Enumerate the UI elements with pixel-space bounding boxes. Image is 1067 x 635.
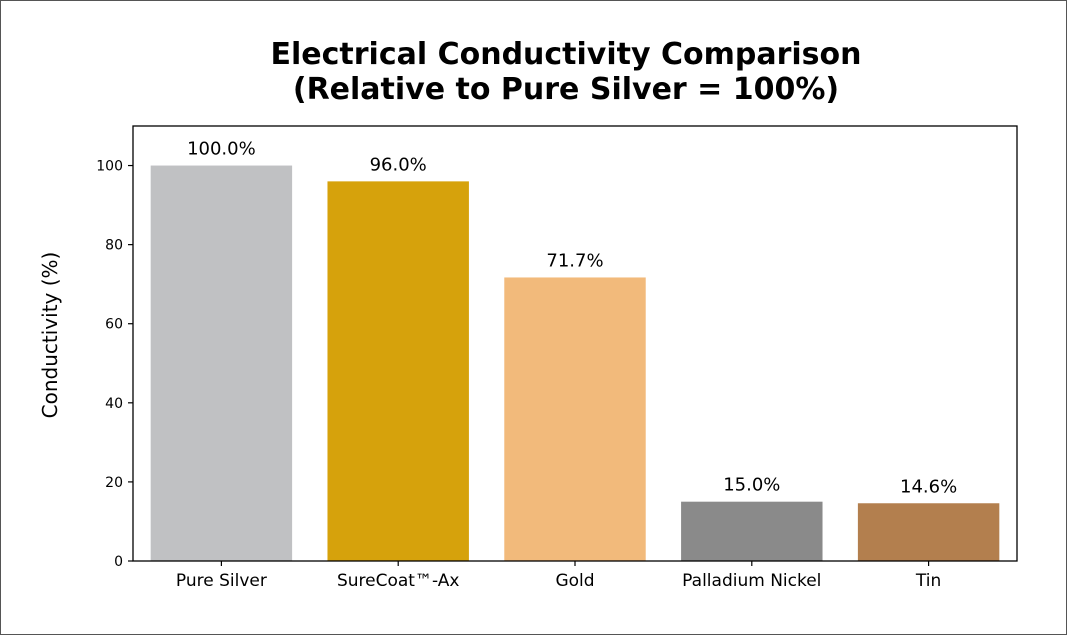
chart-title-line-1: Electrical Conductivity Comparison [271, 37, 862, 72]
data-label-4: 14.6% [900, 476, 957, 497]
y-tick-label-5: 100 [96, 159, 123, 175]
x-tick-label-0: Pure Silver [176, 571, 267, 591]
data-label-1: 96.0% [370, 154, 427, 175]
y-axis: 0 20 40 60 80 100 [96, 159, 133, 570]
data-label-0: 100.0% [187, 139, 256, 160]
bar-0 [150, 165, 293, 561]
y-tick-label-0: 0 [114, 554, 123, 570]
data-labels-group: 100.0% 96.0% 71.7% 15.0% 14.6% [187, 139, 957, 498]
bar-1 [327, 181, 469, 561]
y-tick-label-1: 20 [105, 475, 123, 491]
bars-group [150, 165, 1000, 561]
plot-area-frame [132, 125, 1018, 562]
x-tick-label-2: Gold [555, 571, 594, 591]
x-tick-label-3: Palladium Nickel [682, 571, 821, 591]
data-label-2: 71.7% [546, 250, 603, 271]
y-tick-label-4: 80 [105, 238, 123, 254]
x-axis: Pure Silver SureCoat™-Ax Gold Palladium Nic… [176, 561, 941, 591]
y-tick-label-3: 60 [105, 317, 123, 333]
x-tick-label-4: Tin [915, 571, 941, 591]
bar-4 [857, 503, 1000, 561]
bar-3 [681, 501, 823, 561]
data-label-3: 15.0% [723, 475, 780, 496]
x-tick-label-1: SureCoat™-Ax [337, 571, 459, 591]
y-tick-label-2: 40 [105, 396, 123, 412]
bar-2 [504, 277, 646, 561]
y-axis-label: Conductivity (%) [38, 252, 62, 419]
chart-title-line-2: (Relative to Pure Silver = 100%) [293, 72, 839, 107]
